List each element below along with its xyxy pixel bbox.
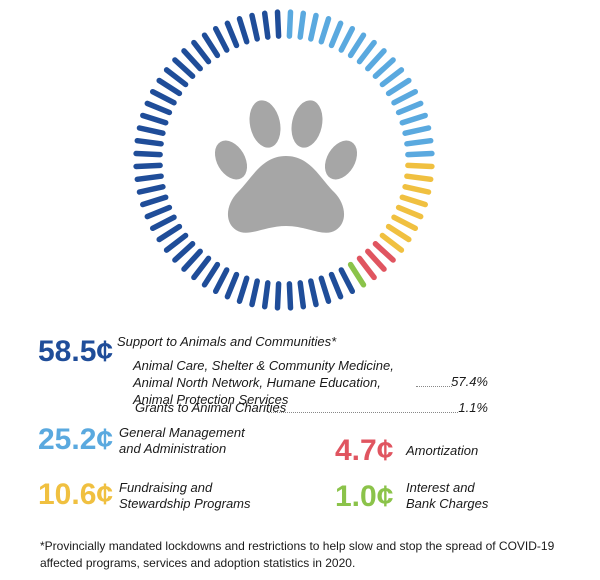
value-support: 58.5¢ bbox=[38, 335, 114, 368]
ring-tick bbox=[224, 20, 240, 49]
subitem-grants-value: 1.1% bbox=[458, 400, 488, 415]
ring-tick bbox=[356, 255, 377, 281]
ring-tick bbox=[201, 32, 221, 59]
ring-tick bbox=[224, 271, 240, 300]
label-fundraising: Fundraising and Stewardship Programs bbox=[119, 480, 251, 511]
ring-tick bbox=[274, 9, 282, 39]
ring-tick bbox=[402, 125, 432, 136]
label-amortization: Amortization bbox=[406, 443, 479, 458]
ring-tick bbox=[236, 275, 250, 304]
ring-tick bbox=[249, 278, 260, 308]
ring-tick bbox=[286, 9, 294, 39]
paw-icon bbox=[214, 100, 358, 233]
ring-tick bbox=[134, 137, 164, 147]
ring-tick bbox=[395, 204, 424, 220]
subitem-care-value: 57.4% bbox=[451, 374, 488, 389]
ring-tick bbox=[236, 16, 250, 45]
ring-tick bbox=[372, 57, 396, 79]
ring-tick bbox=[385, 223, 412, 243]
ring-tick bbox=[379, 232, 405, 253]
ring-tick bbox=[181, 248, 203, 272]
ring-tick bbox=[365, 48, 387, 72]
ring-tick bbox=[140, 194, 169, 208]
ring-tick bbox=[136, 125, 166, 136]
label-support: Support to Animals and Communities* bbox=[117, 334, 337, 349]
ring-tick bbox=[365, 248, 387, 272]
ring-tick bbox=[391, 214, 419, 232]
value-fundraising: 10.6¢ bbox=[38, 478, 114, 511]
ring-tick bbox=[172, 241, 196, 263]
footnote: *Provincially mandated lockdowns and res… bbox=[40, 539, 555, 570]
ring-tick bbox=[405, 150, 435, 158]
ring-tick bbox=[136, 184, 166, 195]
ring-tick bbox=[212, 25, 230, 53]
subitem-grants-leader bbox=[268, 412, 458, 413]
ring-tick bbox=[391, 88, 419, 106]
ring-tick bbox=[372, 241, 396, 263]
ring-tick bbox=[149, 214, 177, 232]
subitem-grants-label: Grants to Animal Charities bbox=[135, 400, 287, 415]
ring-tick bbox=[395, 100, 424, 116]
ring-tick bbox=[144, 100, 173, 116]
ring-tick bbox=[144, 204, 173, 220]
ring-tick bbox=[249, 12, 260, 42]
ring-tick bbox=[172, 57, 196, 79]
value-amortization: 4.7¢ bbox=[335, 434, 394, 467]
ring-tick bbox=[338, 25, 356, 53]
ring-tick bbox=[201, 261, 221, 288]
ring-tick bbox=[318, 275, 332, 304]
ring-tick bbox=[156, 77, 183, 97]
ring-tick bbox=[191, 39, 212, 65]
subitem-care-leader bbox=[416, 386, 452, 387]
ring-tick bbox=[133, 162, 163, 170]
ring-tick bbox=[286, 281, 294, 311]
ring-tick bbox=[261, 10, 271, 40]
ring-tick bbox=[338, 267, 356, 295]
ring-tick bbox=[318, 16, 332, 45]
value-management: 25.2¢ bbox=[38, 423, 114, 456]
ring-tick bbox=[274, 281, 282, 311]
ring-tick bbox=[261, 280, 271, 310]
ring-tick bbox=[356, 39, 377, 65]
ring-tick bbox=[140, 112, 169, 126]
ring-tick bbox=[399, 194, 428, 208]
label-interest: Interest and Bank Charges bbox=[406, 480, 489, 511]
ring-tick bbox=[328, 20, 344, 49]
ring-tick bbox=[308, 278, 319, 308]
ring-tick bbox=[163, 232, 189, 253]
ring-tick bbox=[347, 261, 367, 288]
ring-tick bbox=[308, 12, 319, 42]
ring-tick bbox=[402, 184, 432, 195]
ring-tick bbox=[191, 255, 212, 281]
ring-tick bbox=[347, 32, 367, 59]
ring-tick bbox=[133, 150, 163, 158]
ring-tick bbox=[156, 223, 183, 243]
subitem-care-label: Animal Care, Shelter & Community Medicin… bbox=[133, 358, 394, 407]
ring-tick bbox=[385, 77, 412, 97]
ring-tick bbox=[297, 280, 307, 310]
ring-tick bbox=[163, 67, 189, 88]
donut-ring bbox=[133, 9, 435, 311]
label-management: General Management and Administration bbox=[119, 425, 245, 456]
ring-tick bbox=[404, 137, 434, 147]
value-interest: 1.0¢ bbox=[335, 480, 394, 513]
ring-tick bbox=[134, 173, 164, 183]
ring-tick bbox=[405, 162, 435, 170]
ring-tick bbox=[328, 271, 344, 300]
ring-tick bbox=[297, 10, 307, 40]
ring-tick bbox=[212, 267, 230, 295]
ring-tick bbox=[181, 48, 203, 72]
ring-tick bbox=[399, 112, 428, 126]
ring-tick bbox=[149, 88, 177, 106]
ring-tick bbox=[379, 67, 405, 88]
ring-tick bbox=[404, 173, 434, 183]
